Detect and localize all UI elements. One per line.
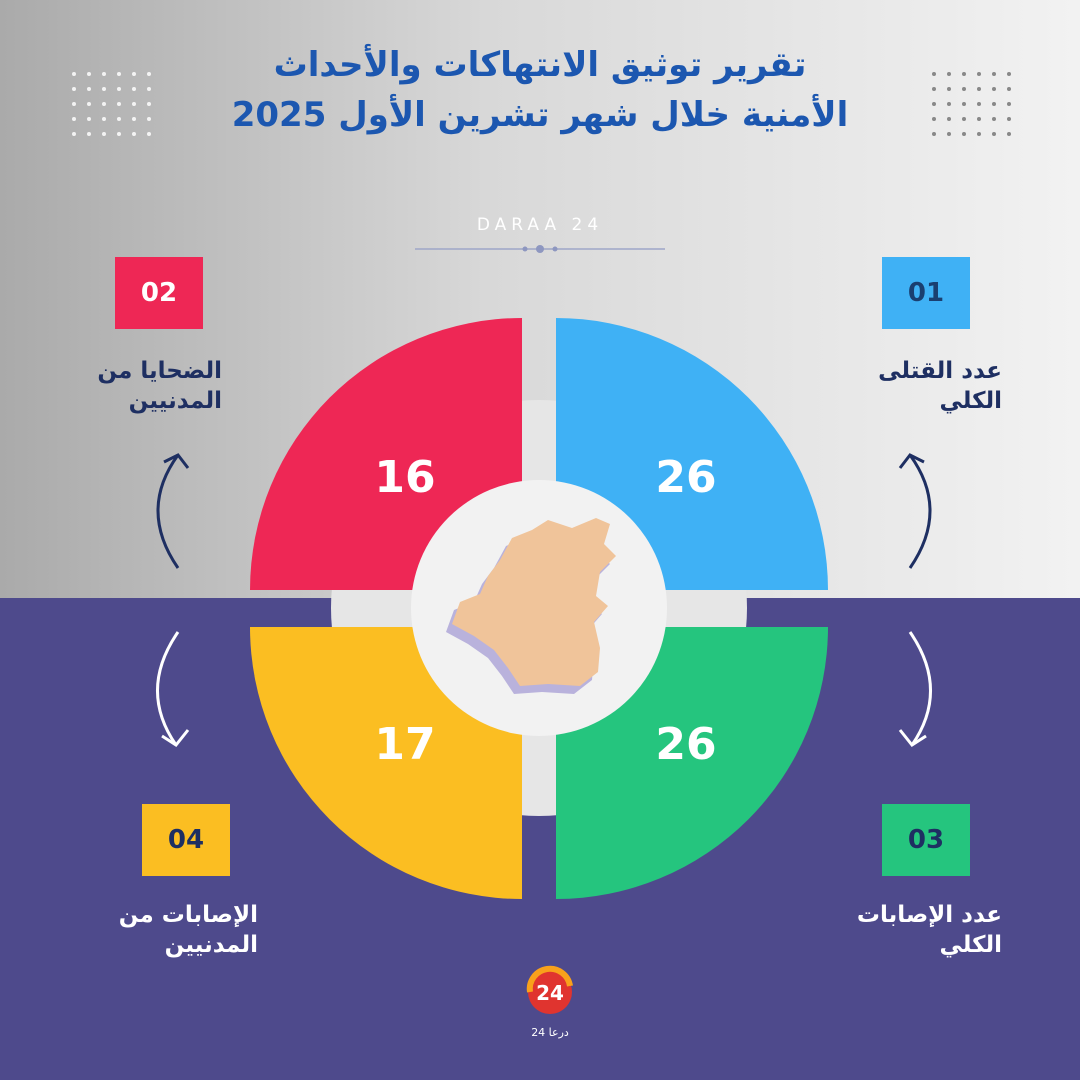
dot <box>977 102 981 106</box>
report-title: تقرير توثيق الانتهاكات والأحداث الأمنية … <box>140 40 940 140</box>
label-total-injuries-line2: الكلي <box>939 932 1002 958</box>
label-civilian-injuries: الإصابات من المدنيين <box>38 900 258 960</box>
dot <box>147 102 151 106</box>
dot <box>132 87 136 91</box>
dot <box>977 132 981 136</box>
dot <box>87 102 91 106</box>
dot <box>117 117 121 121</box>
label-civilian-injuries-line2: المدنيين <box>164 932 258 958</box>
dot <box>132 117 136 121</box>
badge-04: 04 <box>142 804 230 876</box>
dot <box>977 117 981 121</box>
dot <box>962 72 966 76</box>
daraa-map-icon <box>446 518 616 694</box>
label-civilian-victims-line2: المدنيين <box>128 388 222 414</box>
value-civilian-victims: 16 <box>374 452 436 503</box>
label-civilian-injuries-line1: الإصابات من <box>118 902 258 928</box>
dot <box>1007 132 1011 136</box>
report-title-line2: الأمنية خلال شهر تشرين الأول 2025 <box>231 95 849 135</box>
dot <box>132 72 136 76</box>
dot <box>992 117 996 121</box>
dot-grid-left <box>72 72 151 136</box>
dot <box>932 72 936 76</box>
dot <box>962 132 966 136</box>
dot <box>1007 117 1011 121</box>
dot <box>72 132 76 136</box>
dot <box>102 132 106 136</box>
dot <box>72 117 76 121</box>
dot <box>1007 72 1011 76</box>
dot <box>102 117 106 121</box>
label-total-killed-line2: الكلي <box>939 388 1002 414</box>
brand-wordmark: DARAA 24 <box>476 215 604 235</box>
dot <box>1007 102 1011 106</box>
dot <box>117 72 121 76</box>
brand-divider <box>415 245 665 253</box>
dot <box>932 132 936 136</box>
curved-arrow-icon <box>898 453 932 569</box>
dot <box>147 117 151 121</box>
dot <box>102 87 106 91</box>
dot <box>992 102 996 106</box>
label-civilian-victims: الضحايا من المدنيين <box>2 356 222 416</box>
dot <box>992 132 996 136</box>
label-total-killed: عدد القتلى الكلي <box>782 356 1002 416</box>
curved-arrow-icon <box>156 453 190 569</box>
dot <box>977 87 981 91</box>
dot <box>147 87 151 91</box>
dot <box>72 72 76 76</box>
dot <box>147 72 151 76</box>
dot <box>147 132 151 136</box>
dot <box>87 87 91 91</box>
label-civilian-victims-line1: الضحايا من <box>97 358 222 384</box>
dot <box>72 87 76 91</box>
value-civilian-injuries: 17 <box>374 719 436 770</box>
dot <box>947 102 951 106</box>
dot <box>117 87 121 91</box>
dot <box>962 87 966 91</box>
dot <box>72 102 76 106</box>
dot-grid-right <box>932 72 1011 136</box>
dot <box>87 117 91 121</box>
value-total-injuries: 26 <box>655 719 717 770</box>
logo-mark: 24 <box>536 981 564 1005</box>
badge-02: 02 <box>115 257 203 329</box>
dot <box>962 117 966 121</box>
label-total-injuries-line1: عدد الإصابات <box>856 902 1002 928</box>
report-title-line1: تقرير توثيق الانتهاكات والأحداث <box>273 45 807 85</box>
dot <box>132 102 136 106</box>
badge-03: 03 <box>882 804 970 876</box>
dot <box>947 72 951 76</box>
dot <box>992 87 996 91</box>
dot <box>932 87 936 91</box>
dot <box>947 87 951 91</box>
curved-arrow-icon <box>156 631 190 747</box>
dot <box>117 102 121 106</box>
curved-arrow-icon <box>898 631 932 747</box>
dot <box>962 102 966 106</box>
dot <box>932 102 936 106</box>
dot <box>87 132 91 136</box>
dot <box>947 117 951 121</box>
dot <box>992 72 996 76</box>
dot <box>132 132 136 136</box>
dot <box>977 72 981 76</box>
label-total-injuries: عدد الإصابات الكلي <box>782 900 1002 960</box>
value-total-killed: 26 <box>655 452 717 503</box>
dot <box>947 132 951 136</box>
dot <box>932 117 936 121</box>
dot <box>87 72 91 76</box>
daraa24-logo-icon: 24 درعا 24 <box>526 965 573 1039</box>
badge-01: 01 <box>882 257 970 329</box>
label-total-killed-line1: عدد القتلى <box>878 358 1002 384</box>
dot <box>117 132 121 136</box>
dot <box>1007 87 1011 91</box>
dot <box>102 72 106 76</box>
logo-caption: درعا 24 <box>531 1026 569 1039</box>
dot <box>102 102 106 106</box>
